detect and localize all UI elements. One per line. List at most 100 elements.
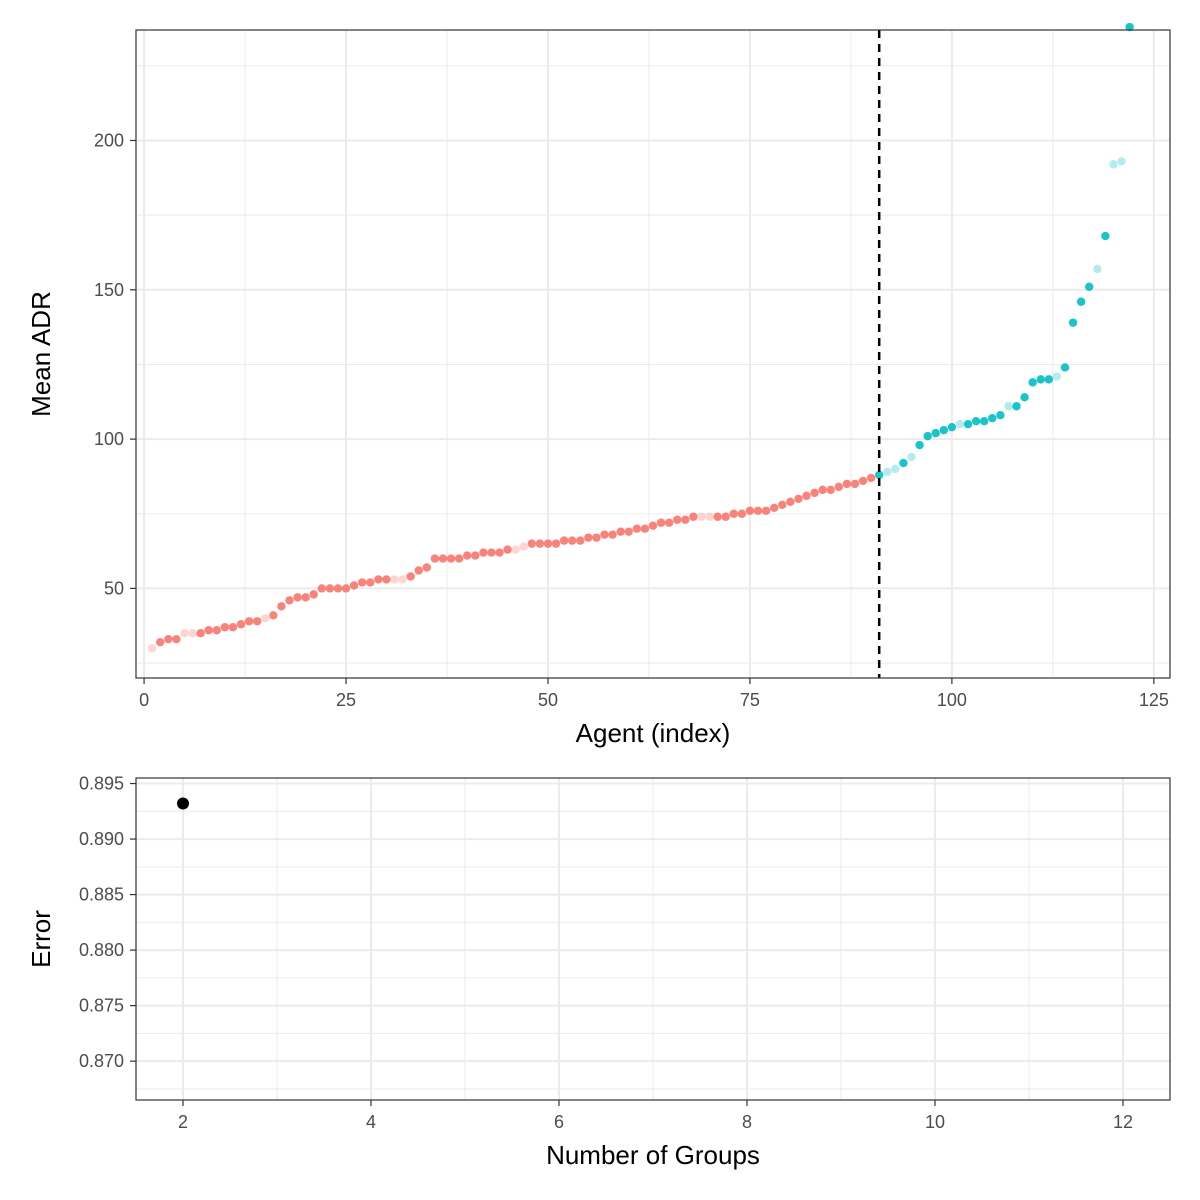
data-point (527, 539, 537, 548)
data-point (834, 482, 843, 492)
data-point (624, 527, 633, 536)
data-point (648, 521, 658, 530)
y-tick-label: 0.895 (79, 774, 124, 794)
error-x-axis-title: Number of Groups (546, 1140, 760, 1170)
data-point (438, 554, 448, 563)
data-point (366, 578, 375, 587)
data-point (592, 533, 601, 542)
data-point (656, 518, 666, 527)
data-point (293, 593, 302, 602)
data-point (1076, 297, 1086, 306)
adr-panel: 0 25 50 75 100 125 50 100 150 200 Agent (index) M… (26, 22, 1171, 748)
data-point (430, 554, 440, 563)
data-point (681, 515, 690, 524)
data-point (786, 497, 795, 507)
y-tick-label: 200 (94, 130, 124, 150)
data-point (172, 634, 181, 644)
data-point (737, 509, 747, 518)
data-point (414, 566, 423, 575)
data-point (454, 554, 464, 563)
error-gridlines (136, 778, 1170, 1100)
data-point (858, 476, 868, 486)
data-point (721, 512, 730, 521)
data-point (713, 512, 722, 521)
y-tick-label: 0.885 (79, 885, 124, 905)
data-point (535, 539, 545, 548)
x-tick-label: 125 (1139, 690, 1169, 710)
data-point (204, 626, 213, 635)
data-point (1028, 378, 1037, 387)
data-point (285, 596, 294, 605)
data-point (899, 458, 908, 468)
data-point (576, 536, 585, 545)
y-tick-label: 0.870 (79, 1051, 124, 1071)
data-point (802, 491, 811, 501)
data-point (947, 422, 957, 432)
data-point (559, 536, 569, 545)
data-point (568, 536, 577, 545)
data-point (357, 578, 367, 587)
y-tick-label: 0.890 (79, 829, 124, 849)
data-point (156, 637, 165, 647)
data-point (188, 629, 197, 638)
data-point (177, 797, 189, 810)
data-point (374, 575, 383, 584)
data-point (778, 500, 787, 510)
data-point (261, 614, 270, 623)
data-point (196, 629, 205, 638)
data-point (963, 419, 973, 429)
data-point (664, 518, 674, 527)
y-tick-label: 100 (94, 429, 124, 449)
data-point (495, 548, 504, 557)
data-point (697, 512, 706, 521)
data-point (608, 530, 617, 539)
adr-gridlines (136, 30, 1170, 678)
data-point (745, 506, 755, 515)
data-point (673, 515, 682, 524)
y-tick-label: 0.875 (79, 996, 124, 1016)
data-point (810, 488, 819, 498)
data-point (1060, 363, 1070, 372)
x-tick-label: 12 (1113, 1112, 1133, 1132)
data-point (753, 506, 763, 515)
x-tick-label: 10 (925, 1112, 945, 1132)
data-point (1068, 318, 1078, 327)
data-point (842, 479, 852, 489)
data-point (907, 452, 916, 462)
data-point (325, 584, 335, 593)
data-point (1109, 160, 1118, 169)
data-point (236, 620, 246, 629)
error-panel-border (135, 777, 1171, 1101)
data-point (471, 551, 480, 560)
data-point (212, 626, 221, 635)
data-point (390, 575, 399, 584)
data-point (147, 643, 157, 653)
data-point (616, 527, 625, 536)
x-tick-label: 2 (178, 1112, 188, 1132)
data-point (479, 548, 488, 557)
data-point (883, 467, 892, 477)
data-point (1036, 375, 1045, 384)
x-tick-label: 4 (366, 1112, 376, 1132)
data-point (996, 411, 1005, 420)
data-point (1020, 393, 1029, 402)
data-point (584, 533, 593, 542)
adr-panel-border (135, 29, 1171, 679)
data-point (252, 617, 262, 626)
error-panel: 2 4 6 8 10 12 0.870 0.875 0.880 0.885 0.890 0.895 N… (26, 774, 1171, 1170)
data-point (632, 524, 642, 533)
data-point (939, 425, 949, 435)
adr-y-axis-title: Mean ADR (26, 291, 56, 417)
data-point (398, 575, 407, 584)
data-point (463, 551, 472, 560)
data-point (1125, 22, 1134, 32)
data-point (511, 545, 520, 554)
y-tick-label: 0.880 (79, 940, 124, 960)
data-point (955, 419, 965, 429)
x-tick-label: 25 (336, 690, 356, 710)
data-point (551, 539, 561, 548)
adr-axis-ticks: 0 25 50 75 100 125 50 100 150 200 (94, 130, 1169, 710)
x-tick-label: 100 (937, 690, 967, 710)
y-tick-label: 50 (104, 578, 124, 598)
